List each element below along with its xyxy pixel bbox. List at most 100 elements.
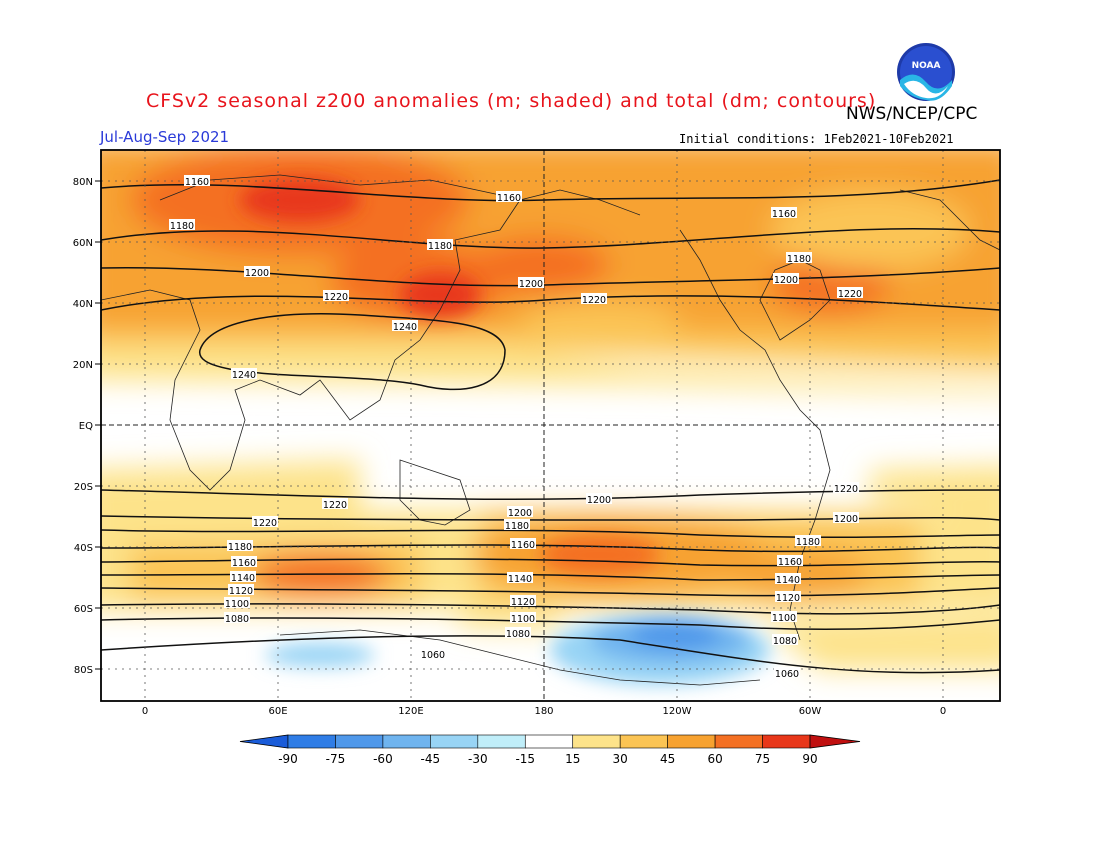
colorbar-swatch (714, 734, 763, 749)
svg-text:1240: 1240 (393, 322, 417, 333)
contour-label: 1240 (392, 320, 418, 333)
contour-label: 1120 (510, 595, 536, 608)
colorbar-swatch (335, 734, 384, 749)
colorbar-label: 45 (659, 752, 676, 766)
lat-tick-label: 80S (74, 665, 93, 676)
svg-text:1160: 1160 (232, 558, 256, 569)
noaa-logo-text: NOAA (912, 61, 941, 71)
svg-text:1200: 1200 (774, 275, 798, 286)
svg-text:1060: 1060 (775, 669, 799, 680)
forecast-period: Jul-Aug-Sep 2021 (100, 128, 230, 146)
contour-label: 1200 (773, 273, 799, 286)
contour-label: 1220 (322, 498, 348, 511)
svg-text:1200: 1200 (508, 508, 532, 519)
svg-text:1080: 1080 (225, 614, 249, 625)
contour-label: 1180 (786, 252, 812, 265)
svg-text:1160: 1160 (772, 209, 796, 220)
colorbar-label: -75 (325, 752, 346, 766)
lat-tick-label: 60N (73, 238, 93, 249)
svg-text:1220: 1220 (838, 289, 862, 300)
svg-text:1100: 1100 (772, 613, 796, 624)
colorbar-label: 90 (802, 752, 818, 766)
map-title: CFSv2 seasonal z200 anomalies (m; shaded… (146, 90, 877, 112)
colorbar-label: 75 (754, 752, 771, 766)
lon-tick-label: 180 (534, 706, 553, 717)
contour-label: 1060 (774, 667, 800, 680)
colorbar-label: 60 (707, 752, 723, 766)
contour-label: 1220 (581, 293, 607, 306)
svg-text:1100: 1100 (225, 599, 249, 610)
lat-tick-label: 40S (74, 543, 93, 554)
lat-tick-label: 60S (74, 604, 93, 615)
svg-text:1180: 1180 (428, 241, 452, 252)
lat-tick-label: 20S (74, 482, 93, 493)
colorbar-label: -15 (515, 752, 536, 766)
svg-text:1220: 1220 (323, 500, 347, 511)
contour-label: 1100 (224, 597, 250, 610)
contour-label: 1180 (795, 535, 821, 548)
svg-text:1060: 1060 (421, 650, 445, 661)
colorbar-swatch (430, 734, 479, 749)
colorbar-label: -90 (278, 752, 298, 766)
svg-text:1080: 1080 (506, 629, 530, 640)
contour-label: 1200 (244, 266, 270, 279)
svg-text:1120: 1120 (511, 597, 535, 608)
contour-label: 1080 (224, 612, 250, 625)
contour-label: 1160 (231, 556, 257, 569)
svg-text:1220: 1220 (582, 295, 606, 306)
noaa-logo: NOAA (897, 43, 955, 101)
svg-text:1100: 1100 (511, 614, 535, 625)
contour-label: 1060 (420, 648, 446, 661)
contour-label: 1120 (775, 591, 801, 604)
colorbar-label: -45 (420, 752, 441, 766)
contour-label: 1100 (510, 612, 536, 625)
lat-tick-label: 20N (73, 360, 93, 371)
svg-text:1120: 1120 (776, 593, 800, 604)
contour-label: 1180 (504, 519, 530, 532)
contour-label: 1160 (510, 538, 536, 551)
svg-text:1160: 1160 (778, 557, 802, 568)
lat-tick-label: 80N (73, 177, 93, 188)
colorbar-swatch (762, 734, 811, 749)
contour-label: 1100 (771, 611, 797, 624)
equator-dateline (101, 150, 1000, 701)
svg-text:1180: 1180 (228, 542, 252, 553)
contour-label: 1200 (586, 493, 612, 506)
svg-text:1120: 1120 (229, 586, 253, 597)
colorbar-label: -60 (373, 752, 393, 766)
svg-text:1160: 1160 (511, 540, 535, 551)
contour-label: 1220 (833, 482, 859, 495)
colorbar-swatch (477, 734, 526, 749)
colorbar-label: 15 (565, 752, 581, 766)
svg-text:1160: 1160 (497, 193, 521, 204)
svg-text:1180: 1180 (787, 254, 811, 265)
contour-label: 1140 (230, 571, 256, 584)
contour-label: 1180 (427, 239, 453, 252)
svg-text:1200: 1200 (245, 268, 269, 279)
lon-tick-label: 0 (142, 706, 148, 717)
svg-text:1140: 1140 (231, 573, 255, 584)
colorbar-swatch (524, 734, 574, 749)
colorbar-arrow-right (809, 734, 861, 749)
colorbar-label: 30 (612, 752, 628, 766)
contour-label: 1200 (507, 506, 533, 519)
lon-tick-label: 120W (663, 706, 692, 717)
svg-text:1220: 1220 (834, 484, 858, 495)
latitude-labels: 80N 60N 40N 20N EQ 20S 40S 60S 80S (73, 177, 93, 676)
svg-text:1080: 1080 (773, 636, 797, 647)
contour-label: 1200 (833, 512, 859, 525)
svg-text:1180: 1180 (505, 521, 529, 532)
colorbar-swatch (572, 734, 621, 749)
colorbar-label: -30 (468, 752, 488, 766)
contour-label: 1160 (777, 555, 803, 568)
lat-tick-label: EQ (79, 421, 93, 432)
contour-label: 1140 (507, 572, 533, 585)
svg-text:1140: 1140 (776, 575, 800, 586)
lat-tick-label: 40N (73, 299, 93, 310)
shaded-anomalies: 1160 1160 1160 1180 1180 1180 1200 1200 1200 1220… (101, 150, 1000, 701)
longitude-labels: 0 60E 120E 180 120W 60W 0 (142, 706, 946, 717)
contour-label: 1180 (227, 540, 253, 553)
svg-text:1220: 1220 (324, 292, 348, 303)
svg-text:1140: 1140 (508, 574, 532, 585)
